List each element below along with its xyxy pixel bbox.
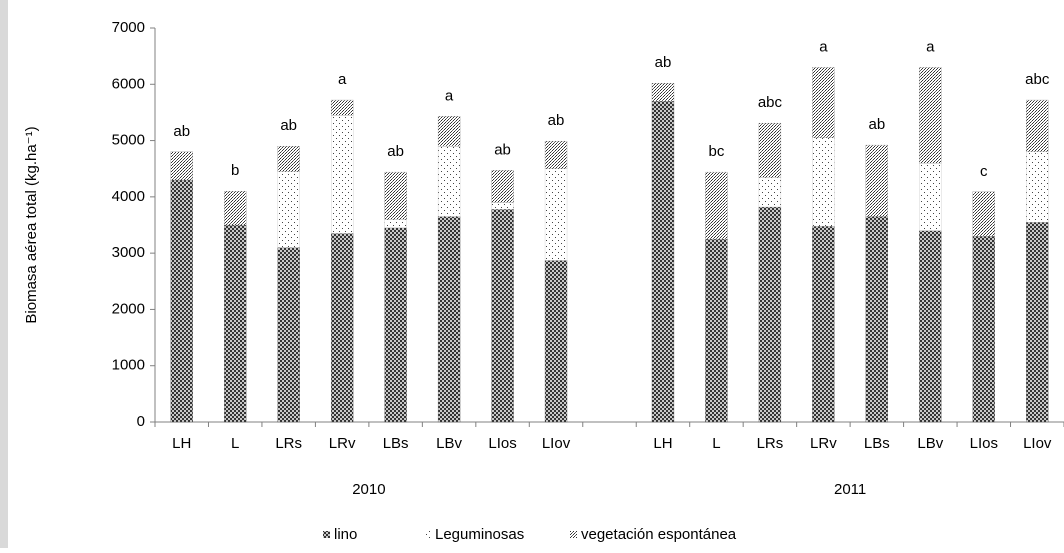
bar-segment — [224, 224, 247, 423]
x-tick-label: LH — [172, 435, 191, 452]
bar-segment — [437, 146, 461, 217]
legend-swatch — [323, 531, 330, 538]
x-tick-label: LIos — [488, 435, 516, 452]
bar-segment — [491, 170, 514, 203]
bar-segment — [384, 227, 407, 423]
y-tick-label: 2000 — [112, 300, 145, 317]
y-tick-label: 1000 — [112, 357, 145, 374]
bar-segment — [1026, 151, 1049, 223]
significance-label: ab — [173, 123, 190, 140]
bar-segment — [277, 171, 300, 248]
y-tick-label: 7000 — [112, 19, 145, 36]
significance-label: ab — [869, 116, 886, 133]
x-tick-label: LIov — [1023, 435, 1052, 452]
significance-label: ab — [548, 112, 565, 129]
bar-segment — [544, 260, 568, 423]
group-label: 2010 — [352, 481, 385, 498]
bar-segment — [919, 67, 942, 164]
x-tick-label: LBv — [436, 435, 462, 452]
bar-segment — [758, 122, 782, 178]
x-tick-label: LIov — [542, 435, 571, 452]
significance-label: a — [819, 38, 828, 55]
bar-segment — [919, 230, 942, 423]
bar-segment — [972, 191, 995, 237]
x-tick-label: LRs — [757, 435, 784, 452]
bar-segment — [651, 83, 675, 102]
y-axis-label: Biomasa aérea total (kg.ha⁻¹) — [23, 126, 40, 323]
bar-segment — [1026, 99, 1049, 152]
bar-segment — [651, 101, 675, 423]
x-tick-label: LRv — [810, 435, 837, 452]
bar-segment — [491, 202, 514, 210]
bar-segment — [1026, 222, 1049, 423]
bar-segment — [865, 144, 889, 217]
bar-segment — [437, 116, 461, 147]
legend-label: Leguminosas — [435, 526, 524, 543]
legend-label: lino — [334, 526, 357, 543]
significance-label: a — [445, 87, 454, 104]
x-tick-label: L — [231, 435, 239, 452]
bar-segment — [491, 209, 514, 423]
x-tick-label: LIos — [970, 435, 998, 452]
bar-segment — [277, 247, 300, 423]
significance-label: bc — [709, 143, 725, 160]
bar-segment — [437, 216, 461, 423]
bar-segment — [812, 137, 835, 227]
y-tick-label: 4000 — [112, 188, 145, 205]
significance-label: c — [980, 163, 988, 180]
y-tick-label: 6000 — [112, 75, 145, 92]
significance-label: abc — [1025, 71, 1050, 88]
y-tick-label: 3000 — [112, 244, 145, 261]
x-tick-label: LH — [653, 435, 672, 452]
bar-segment — [170, 151, 193, 181]
significance-label: a — [338, 71, 347, 88]
x-tick-label: LBs — [864, 435, 890, 452]
x-tick-label: LBs — [383, 435, 409, 452]
bar-segment — [865, 216, 889, 423]
bar-segment — [544, 168, 568, 261]
bar-segment — [758, 206, 782, 423]
bar-segment — [812, 67, 835, 138]
bar-segment — [384, 171, 407, 220]
bar-segment — [330, 115, 354, 234]
legend-swatch — [570, 531, 577, 538]
significance-label: abc — [758, 94, 783, 111]
bar-segment — [330, 99, 354, 116]
bar-segment — [170, 179, 193, 423]
bar-segment — [277, 146, 300, 172]
legend-swatch — [424, 531, 431, 538]
significance-label: ab — [280, 117, 297, 134]
y-tick-label: 0 — [137, 413, 145, 430]
bar-segment — [758, 177, 782, 208]
significance-label: b — [231, 162, 239, 179]
group-label: 2011 — [834, 481, 866, 498]
bar-segment — [812, 225, 835, 423]
significance-label: ab — [387, 143, 404, 160]
bar-segment — [705, 171, 728, 240]
significance-label: a — [926, 38, 935, 55]
bar-segment — [972, 236, 995, 423]
x-tick-label: LRs — [275, 435, 302, 452]
x-tick-label: LBv — [917, 435, 943, 452]
x-tick-label: LRv — [329, 435, 356, 452]
bar-segment — [919, 162, 942, 231]
significance-label: ab — [655, 54, 672, 71]
legend-label: vegetación espontánea — [581, 526, 737, 543]
significance-label: ab — [494, 141, 511, 158]
bar-segment — [705, 238, 728, 423]
bar-segment — [384, 219, 407, 228]
bar-segment — [544, 140, 568, 169]
bar-segment — [330, 233, 354, 423]
side-strip — [0, 0, 8, 548]
x-tick-label: L — [712, 435, 720, 452]
y-tick-label: 5000 — [112, 132, 145, 149]
bar-segment — [224, 191, 247, 226]
